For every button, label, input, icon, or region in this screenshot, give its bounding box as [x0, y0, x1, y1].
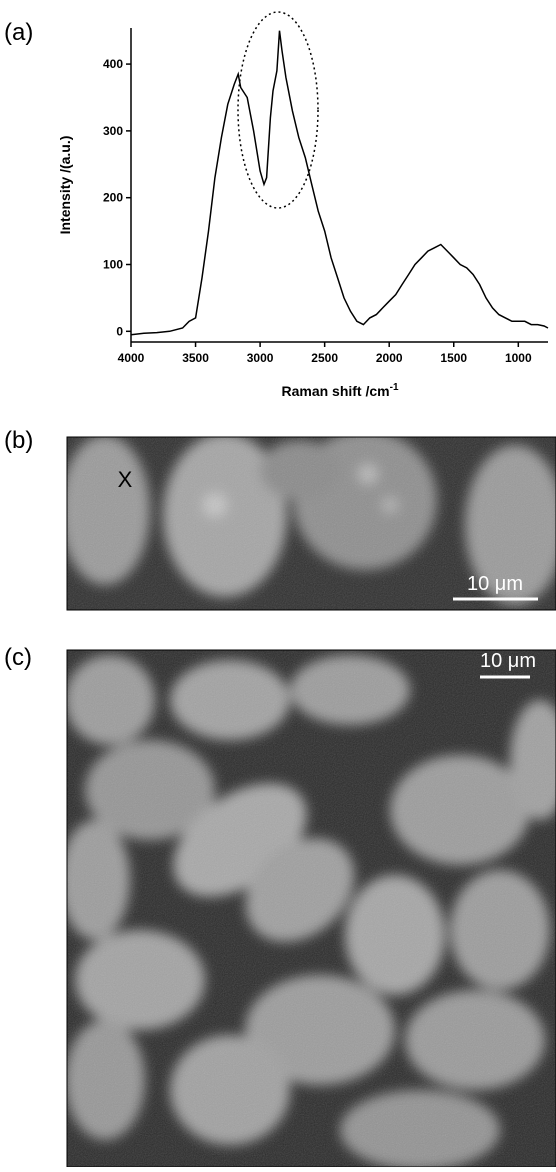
- scale-bar-label: 10 μm: [467, 573, 523, 595]
- y-tick-label: 200: [103, 191, 123, 205]
- x-axis-title: Raman shift /cm-1: [281, 382, 398, 399]
- y-tick-label: 100: [103, 258, 123, 272]
- y-tick-label: 400: [103, 57, 123, 71]
- figure: (a) Raman shift /cm-1 Intensity /(a.u.) …: [0, 0, 556, 1167]
- x-tick-label: 2000: [376, 351, 403, 365]
- spectrum-line: [131, 31, 548, 335]
- y-tick-label: 0: [116, 324, 123, 338]
- x-axis-title-text: Raman shift /cm: [281, 383, 389, 399]
- panel-label: (a): [4, 19, 33, 46]
- x-tick-label: 2500: [311, 351, 338, 365]
- scale-bar-label: 10 μm: [480, 650, 536, 672]
- point-marker: X: [118, 467, 133, 492]
- x-tick-label: 1000: [505, 351, 532, 365]
- panel-label: (b): [4, 427, 33, 454]
- image-c: [60, 650, 556, 1167]
- panel-label: (c): [4, 644, 32, 671]
- x-tick-label: 1500: [440, 351, 467, 365]
- x-tick-label: 3500: [182, 351, 209, 365]
- x-axis-title-sup: -1: [390, 382, 399, 393]
- y-axis-title: Intensity /(a.u.): [57, 136, 73, 235]
- page: {"chart_data":{"type":"line","panel_labe…: [0, 0, 556, 1167]
- x-tick-label: 3000: [247, 351, 274, 365]
- x-tick-label: 4000: [118, 351, 145, 365]
- y-tick-label: 300: [103, 124, 123, 138]
